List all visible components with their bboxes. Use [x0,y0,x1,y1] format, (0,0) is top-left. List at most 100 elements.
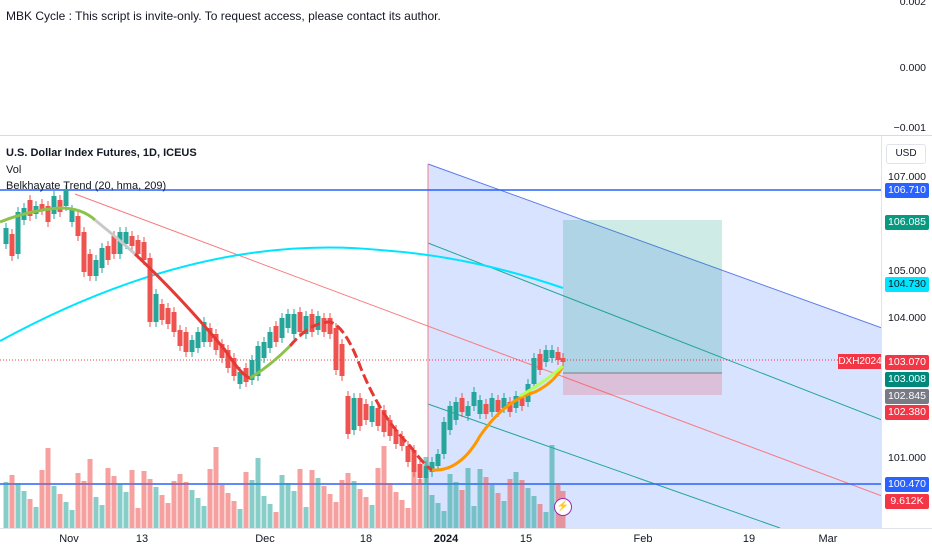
candle-body [75,216,81,236]
candle-body [147,258,153,322]
volume-bar [45,448,51,528]
time-label: Mar [818,533,838,545]
volume-bar [465,468,471,528]
price-tag-last-price: 103.070 [885,355,929,370]
belkhayate-trend-line-red [133,252,251,380]
candle-body [345,396,351,434]
volume-bar [477,469,483,528]
volume-bar [483,477,489,528]
time-axis[interactable]: Nov 13 Dec 18 2024 15 Feb 19 Mar [0,528,932,551]
belkhayate-trend-line-orange [288,320,433,472]
belkhayate-trend-line-recovery-green [519,364,564,398]
candle-body [519,398,525,406]
candle-body [63,190,69,206]
position-profit-zone[interactable] [563,220,722,373]
main-chart-pane: U.S. Dollar Index Futures, 1D, ICEUS Vol… [0,136,932,528]
candle-body [111,236,117,254]
candle-body [255,346,261,376]
candle-body [435,454,441,466]
volume-bar [75,473,81,528]
regression-channel-upper [427,163,882,329]
volume-bar [543,512,549,528]
candle-body [141,242,147,260]
main-plot-area[interactable]: U.S. Dollar Index Futures, 1D, ICEUS Vol… [0,136,882,528]
volume-bar [549,445,555,528]
volume-bar [3,482,9,528]
main-price-axis[interactable]: USD 107.000 105.000 104.000 101.000 106.… [881,136,932,528]
time-label: Dec [255,533,275,545]
candle-body [57,200,63,212]
currency-button[interactable]: USD [886,144,926,164]
candle-body [105,246,111,260]
candle-body [543,350,549,362]
candle-body [357,398,363,426]
candle-body [477,400,483,414]
candle-body [339,344,345,376]
candle-body [483,404,489,414]
candle-body [489,398,495,412]
candle-body [129,236,135,246]
flash-icon[interactable]: ⚡ [554,498,572,516]
volume-bar [195,498,201,528]
volume-legend[interactable]: Vol [6,164,22,176]
volume-bar [501,501,507,528]
candle-body [423,466,429,478]
descending-trendline[interactable] [74,193,882,497]
candle-body [501,398,507,408]
indicator-legend[interactable]: Belkhayate Trend (20, hma, 209) [6,180,167,192]
indicator-plot-area[interactable]: MBK Cycle : This script is invite-only. … [0,0,882,135]
volume-bar [153,487,159,528]
candle-body [213,334,219,350]
candle-body [291,314,297,334]
candle-body [81,232,87,272]
regression-channel-fill[interactable] [428,164,882,528]
candle-body [375,408,381,426]
volume-bar [327,494,333,528]
volume-bar [387,484,393,528]
volume-bar [531,496,537,528]
candle-body [405,446,411,462]
volume-bar [507,479,513,528]
candle-body [555,352,561,360]
candle-body [297,312,303,332]
position-loss-zone[interactable] [563,373,722,395]
volume-bar [471,506,477,528]
volume-bar [345,473,351,528]
volume-bar [303,507,309,528]
candle-body [27,200,33,216]
volume-bar [93,497,99,528]
candle-body [87,254,93,276]
candle-body [261,342,267,358]
volume-bar [513,472,519,528]
regression-channel-mid [427,242,882,421]
candle-body [171,312,177,332]
belkhayate-trend-line-green [0,206,97,224]
candle-body [453,402,459,420]
price-tag-trend-curve: 104.730 [885,277,929,292]
volume-bar [105,468,111,528]
candle-body [39,204,45,210]
volume-bar [81,481,87,528]
volume-bar [129,470,135,528]
volume-bar [285,483,291,528]
indicator-price-axis[interactable]: 0.002 0.000 −0.001 [882,0,932,135]
indicator-message: MBK Cycle : This script is invite-only. … [6,9,441,23]
price-chart[interactable] [0,136,882,528]
volume-bar [183,482,189,528]
volume-bar [141,471,147,528]
volume-bar [495,493,501,528]
candle-body [99,248,105,268]
candle-body [411,450,417,472]
candle-body [560,358,566,362]
candle-body [327,318,333,334]
volume-bar [171,481,177,528]
candle-body [3,228,9,244]
volume-bar [333,502,339,528]
price-tag-horizontal-line: 106.710 [885,183,929,198]
candle-body [15,212,21,254]
candle-body [273,326,279,342]
candle-body [237,372,243,384]
volume-bar [411,471,417,528]
candle-body [267,332,273,348]
symbol-legend[interactable]: U.S. Dollar Index Futures, 1D, ICEUS [6,147,197,159]
